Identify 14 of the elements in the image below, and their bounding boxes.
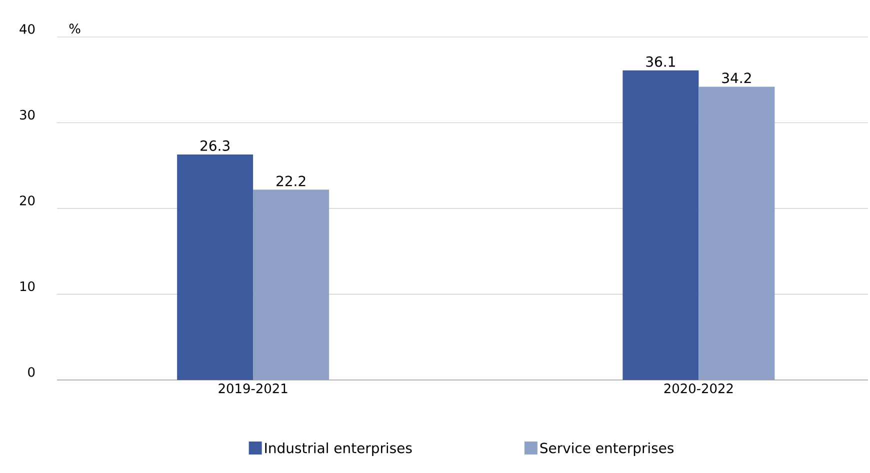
legend-label: Industrial enterprises [265, 442, 412, 456]
data-label: 26.3 [200, 140, 230, 151]
y-tick-label: 10 [20, 281, 35, 292]
x-tick-label: 2020-2022 [664, 384, 733, 394]
data-label: 36.1 [646, 56, 675, 67]
y-tick-label: 0 [28, 367, 35, 377]
y-axis-title: % [69, 24, 80, 34]
y-tick-label: 40 [20, 24, 35, 34]
y-tick-label: 30 [20, 110, 35, 120]
data-label: 34.2 [722, 72, 751, 84]
legend-label: Service enterprises [540, 442, 674, 456]
y-tick-label: 20 [20, 196, 35, 206]
x-tick-label: 2019-2021 [218, 384, 288, 394]
data-label: 22.2 [276, 176, 306, 186]
